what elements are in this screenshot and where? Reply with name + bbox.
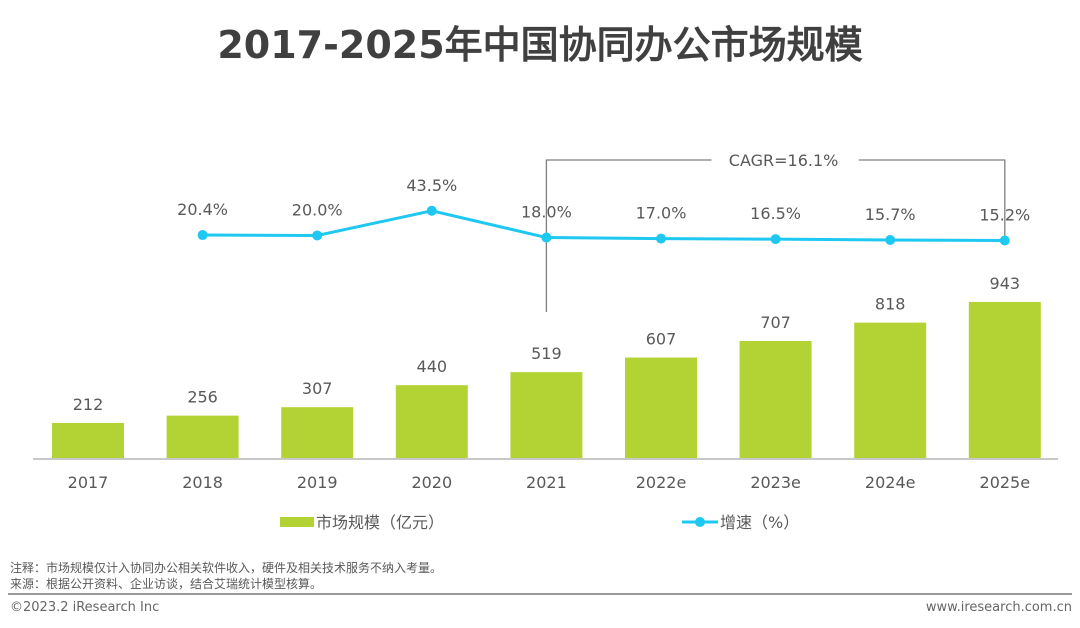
website-link[interactable]: www.iresearch.com.cn [925,600,1072,615]
x-tick-2022e: 2022e [636,473,687,492]
bar-label-2025e: 943 [990,274,1021,293]
cagr-annotation: CAGR=16.1% [545,151,1006,312]
bar-2021 [510,372,583,458]
bar-label-2021: 519 [531,344,562,363]
legend: 市场规模（亿元） 增速（%） [280,513,799,532]
bar-series [52,301,1041,458]
cagr-label: CAGR=16.1% [729,151,839,170]
x-tick-2025e: 2025e [980,473,1031,492]
x-tick-2024e: 2024e [865,473,916,492]
cagr-bracket-right [858,159,1006,240]
growth-point-2025e [999,235,1010,246]
chart-note: 注释：市场规模仅计入协同办公相关软件收入，硬件及相关技术服务不纳入考量。 [10,561,443,575]
cagr-bracket-left [545,159,712,312]
bar-label-2024e: 818 [875,295,906,314]
growth-point-2021 [541,232,552,243]
bar-2023e [739,340,812,458]
growth-label-2022e: 17.0% [636,204,687,223]
legend-line-label: 增速（%） [720,513,799,532]
legend-bar-label: 市场规模（亿元） [316,513,444,532]
bar-2022e [625,357,697,458]
bar-2017 [52,422,124,458]
legend-bar-swatch [280,517,314,527]
x-tick-2021: 2021 [526,473,567,492]
footer-divider [8,593,1072,595]
bar-label-2019: 307 [302,379,333,398]
bar-label-2018: 256 [187,388,218,407]
bar-2020 [395,385,468,458]
bar-2025e [968,301,1041,458]
bar-label-2017: 212 [73,395,104,414]
chart-source: 来源：根据公开资料、企业访谈，结合艾瑞统计模型核算。 [10,577,323,591]
bar-2019 [281,407,354,458]
bar-label-2020: 440 [417,357,448,376]
line-series: 20.4% 20.0% 43.5% 18.0% 17.0% 16.5% 15.7% 15.2% [177,176,1030,246]
growth-label-2023e: 16.5% [750,204,801,223]
x-tick-2023e: 2023e [750,473,801,492]
growth-point-2019 [312,230,323,241]
growth-label-2024e: 15.7% [865,205,916,224]
growth-line [202,209,1005,242]
growth-label-2018: 20.4% [177,200,228,219]
x-tick-2017: 2017 [68,473,109,492]
growth-label-2019: 20.0% [292,200,343,219]
copyright: ©2023.2 iResearch Inc [10,600,160,615]
growth-label-2020: 43.5% [406,176,457,195]
x-tick-2019: 2019 [297,473,338,492]
x-tick-labels: 2017 2018 2019 2020 2021 2022e 2023e 2024e 2025e [68,473,1030,492]
chart: CAGR=16.1% 2017 2018 2019 2020 2021 2022e 2023… [33,151,1058,532]
bar-label-2022e: 607 [646,330,677,349]
x-tick-2020: 2020 [411,473,452,492]
growth-point-2023e [770,234,781,245]
growth-point-2020 [426,205,437,216]
bar-label-2023e: 707 [760,313,791,332]
growth-label-2025e: 15.2% [979,206,1030,225]
bar-data-labels: 212 256 307 440 519 607 707 818 943 [73,274,1020,414]
bar-2018 [166,415,239,458]
chart-title: 2017-2025年中国协同办公市场规模 [217,23,863,67]
bar-2024e [854,322,927,458]
growth-point-2018 [197,230,208,241]
x-tick-2018: 2018 [182,473,223,492]
growth-point-2024e [885,234,896,245]
growth-point-2022e [656,233,666,244]
legend-line-marker [695,517,705,527]
growth-label-2021: 18.0% [521,203,572,222]
